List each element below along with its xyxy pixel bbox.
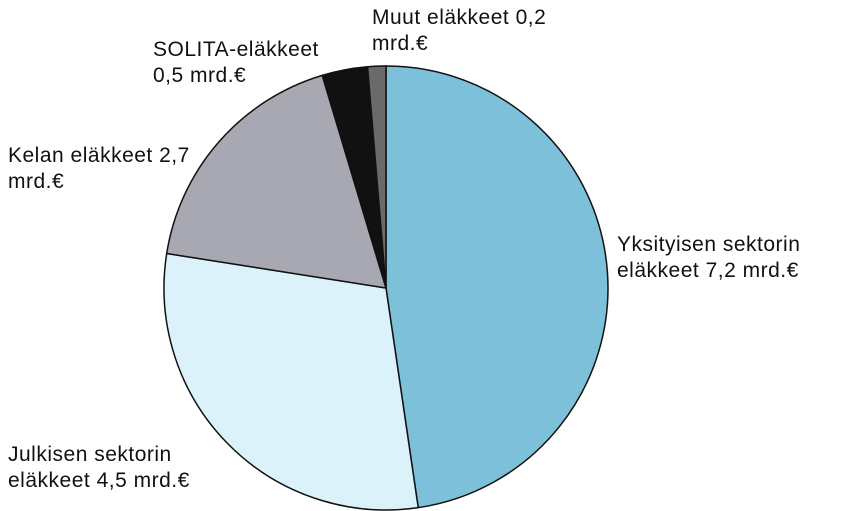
category-name: SOLITA-eläkkeet [153,38,319,61]
category-name: Muut eläkkeet [372,6,510,29]
pie-slice [163,252,420,511]
slice-label: Kelan eläkkeet 2,7 mrd.€ [8,143,208,195]
slice-label: Muut eläkkeet 0,2 mrd.€ [372,5,552,57]
slice-label: Yksityisen sektorin eläkkeet 7,2 mrd.€ [617,232,842,284]
category-name: Yksityisen sektorin eläkkeet [617,233,801,282]
value-label: 0,5 mrd.€ [153,64,247,87]
slice-label: Julkisen sektorin eläkkeet 4,5 mrd.€ [8,442,248,494]
pie-slice [165,74,388,289]
pie-slice [366,65,387,289]
value-label: 2,7 mrd.€ [8,144,190,193]
slice-label: SOLITA-eläkkeet 0,5 mrd.€ [153,37,353,89]
pie-slice [385,65,609,509]
value-label: 7,2 mrd.€ [705,259,799,282]
value-label: 0,2 mrd.€ [372,6,547,55]
category-name: Kelan eläkkeet [8,144,153,167]
category-name: Julkisen sektorin eläkkeet [8,443,172,492]
value-label: 4,5 mrd.€ [96,469,190,492]
